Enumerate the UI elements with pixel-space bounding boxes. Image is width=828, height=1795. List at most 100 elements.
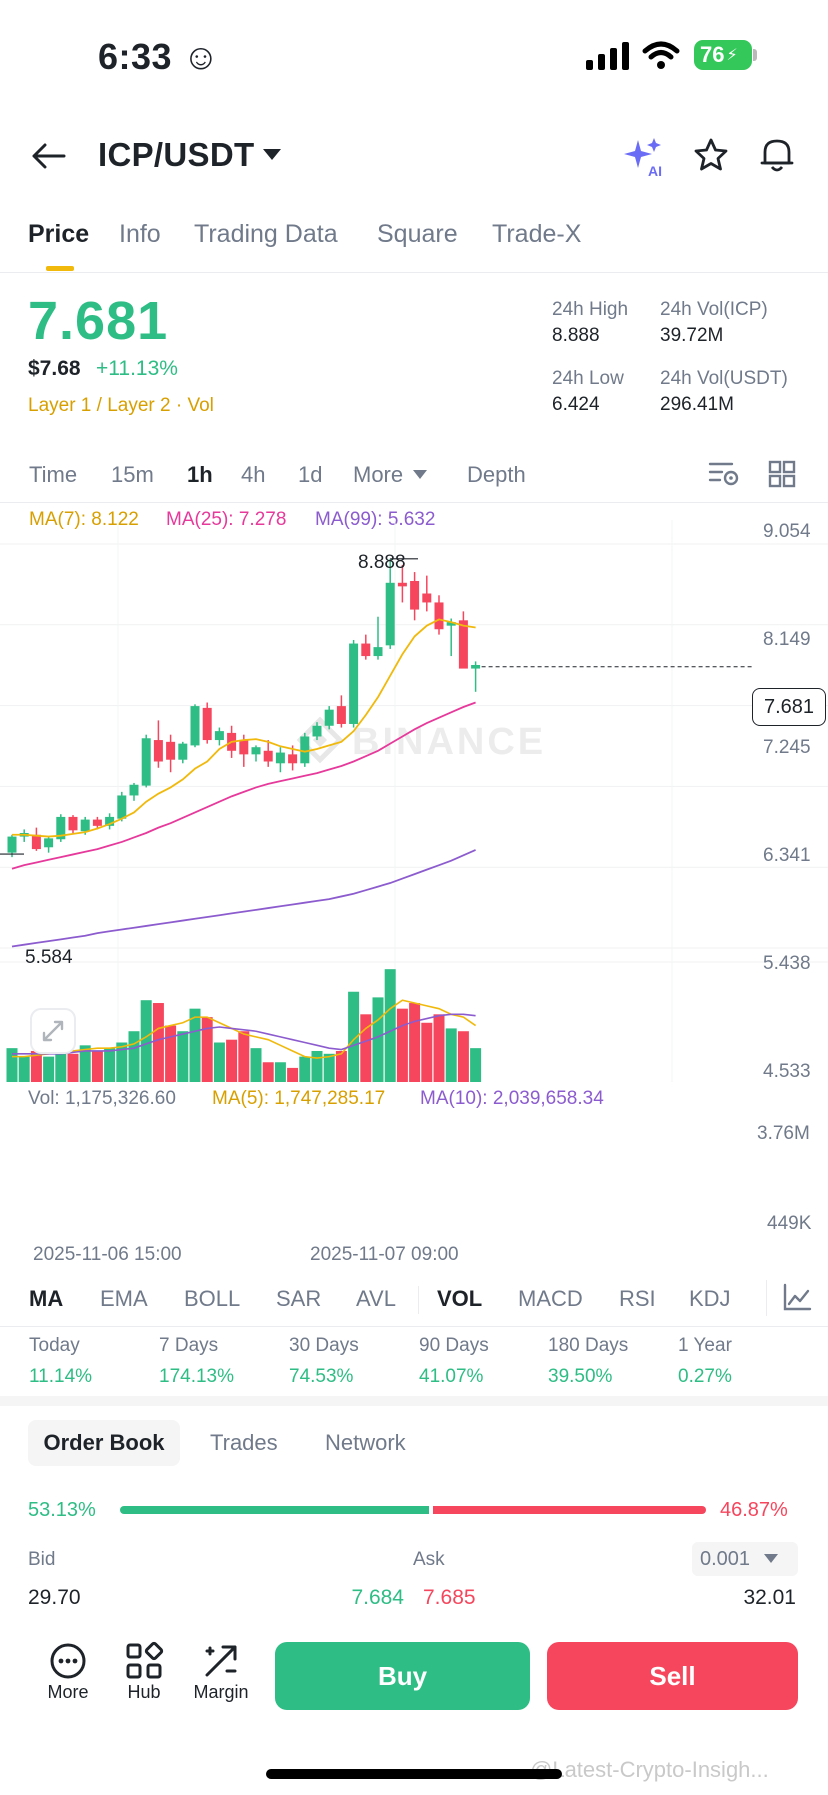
battery-tip [753, 49, 757, 61]
indicator-ema[interactable]: EMA [100, 1286, 148, 1311]
sell-button[interactable]: Sell [547, 1642, 798, 1710]
candle-body [263, 750, 273, 762]
indicator-avl[interactable]: AVL [356, 1286, 396, 1311]
tab-trading-data[interactable]: Trading Data [194, 220, 338, 248]
interval-1h[interactable]: 1h [187, 462, 213, 487]
interval-15m[interactable]: 15m [111, 462, 154, 487]
indicator-settings-icon[interactable] [782, 1282, 812, 1312]
volume-bar [79, 1045, 91, 1082]
hub-icon[interactable] [124, 1641, 164, 1681]
volume-bar [67, 1053, 79, 1082]
indicator-boll[interactable]: BOLL [184, 1286, 241, 1311]
volume-bar [250, 1048, 262, 1082]
margin-icon[interactable] [201, 1641, 241, 1681]
candle-body [422, 593, 432, 603]
perf-label-90d: 90 Days [419, 1335, 489, 1356]
indicator-rsi[interactable]: RSI [619, 1286, 656, 1311]
tab-trades[interactable]: Trades [210, 1430, 278, 1455]
volume-bar [116, 1042, 128, 1082]
high-marker-label: 8.888 [358, 552, 406, 573]
volume-bar [226, 1039, 238, 1082]
volume-bar [360, 1014, 372, 1082]
perf-value-90d: 41.07% [419, 1366, 484, 1387]
interval-1d[interactable]: 1d [298, 462, 323, 487]
volume-bar [445, 1028, 457, 1082]
grid-layout-icon[interactable] [768, 460, 796, 488]
volume-bar [91, 1050, 103, 1082]
chart-settings-icon[interactable] [708, 460, 740, 488]
back-arrow-icon[interactable] [32, 142, 66, 170]
candle-body [458, 620, 468, 669]
candle-body [190, 706, 200, 746]
interval-more[interactable]: More [353, 462, 404, 487]
price-chart[interactable]: BINANCE [0, 520, 828, 1260]
candle-body [239, 740, 249, 755]
bell-icon[interactable] [760, 136, 794, 174]
volume-bar [140, 1000, 152, 1082]
more-label[interactable]: More [47, 1682, 89, 1702]
indicator-macd[interactable]: MACD [518, 1286, 583, 1311]
last-price: 7.681 [28, 291, 169, 351]
status-time: 6:33 ☺ [98, 36, 220, 77]
candle-body [275, 752, 285, 764]
current-price-tag: 7.681 [752, 688, 826, 726]
footer-watermark: @Latest-Crypto-Insigh... [530, 1757, 769, 1782]
indicator-vol[interactable]: VOL [437, 1286, 483, 1311]
candle-body [92, 819, 102, 826]
tab-trade-x[interactable]: Trade-X [492, 220, 582, 248]
interval-4h[interactable]: 4h [241, 462, 266, 487]
star-icon[interactable] [694, 138, 728, 172]
category-tags[interactable]: Layer 1 / Layer 2 · Vol [28, 395, 214, 416]
volume-bar [348, 991, 360, 1082]
more-caret-icon[interactable] [413, 470, 427, 480]
volume-bar [323, 1053, 335, 1082]
tab-info[interactable]: Info [119, 220, 161, 248]
pair-selector[interactable]: ICP/USDT [98, 136, 255, 173]
volume-bar [189, 1008, 201, 1082]
battery-indicator: 76 ⚡ [694, 40, 752, 70]
hub-label[interactable]: Hub [127, 1682, 161, 1702]
indicator-kdj[interactable]: KDJ [689, 1286, 731, 1311]
volume-bar [201, 1017, 213, 1082]
volume-bar [396, 1008, 408, 1082]
perf-label-1y: 1 Year [678, 1335, 732, 1356]
indicator-separator [418, 1286, 419, 1314]
volume-bar [165, 1025, 177, 1082]
tab-order-book[interactable]: Order Book [28, 1420, 180, 1466]
tab-underline [46, 266, 74, 271]
y-tick-1: 8.149 [763, 629, 811, 650]
candle-body [117, 795, 127, 819]
perf-value-30d: 74.53% [289, 1366, 354, 1387]
more-icon[interactable] [48, 1641, 88, 1681]
stat-24h-vol-base-value: 39.72M [660, 325, 724, 346]
ai-sparkle-icon[interactable]: AI [624, 136, 668, 178]
buy-button[interactable]: Buy [275, 1642, 530, 1710]
volume-y-tick-0: 3.76M [757, 1123, 810, 1144]
volume-bar [238, 1031, 250, 1082]
volume-bar [421, 1022, 433, 1082]
fullscreen-icon[interactable] [30, 1008, 76, 1054]
interval-time[interactable]: Time [29, 462, 78, 487]
volume-y-tick-1: 449K [767, 1213, 812, 1234]
volume-bar [18, 1056, 30, 1082]
intervals-divider [0, 502, 828, 503]
bid-ratio-bar [120, 1506, 430, 1514]
margin-label[interactable]: Margin [193, 1682, 249, 1702]
bid-price: 7.684 [351, 1586, 404, 1609]
stat-24h-low-label: 24h Low [552, 368, 624, 389]
perf-value-1y: 0.27% [678, 1366, 732, 1387]
interval-depth[interactable]: Depth [467, 462, 526, 487]
indicator-ma[interactable]: MA [29, 1286, 64, 1311]
precision-select[interactable]: 0.001 [692, 1542, 798, 1576]
volume-bar [299, 1056, 311, 1082]
tab-price[interactable]: Price [28, 220, 90, 248]
y-tick-0: 9.054 [763, 521, 811, 542]
precision-value: 0.001 [700, 1547, 751, 1570]
candle-body [166, 741, 176, 760]
indicator-sar[interactable]: SAR [276, 1286, 322, 1311]
tab-network[interactable]: Network [325, 1430, 406, 1455]
precision-caret-icon [764, 1554, 779, 1563]
tab-square[interactable]: Square [377, 220, 458, 248]
caret-down-icon[interactable] [262, 148, 282, 162]
ask-price: 7.685 [423, 1586, 476, 1609]
